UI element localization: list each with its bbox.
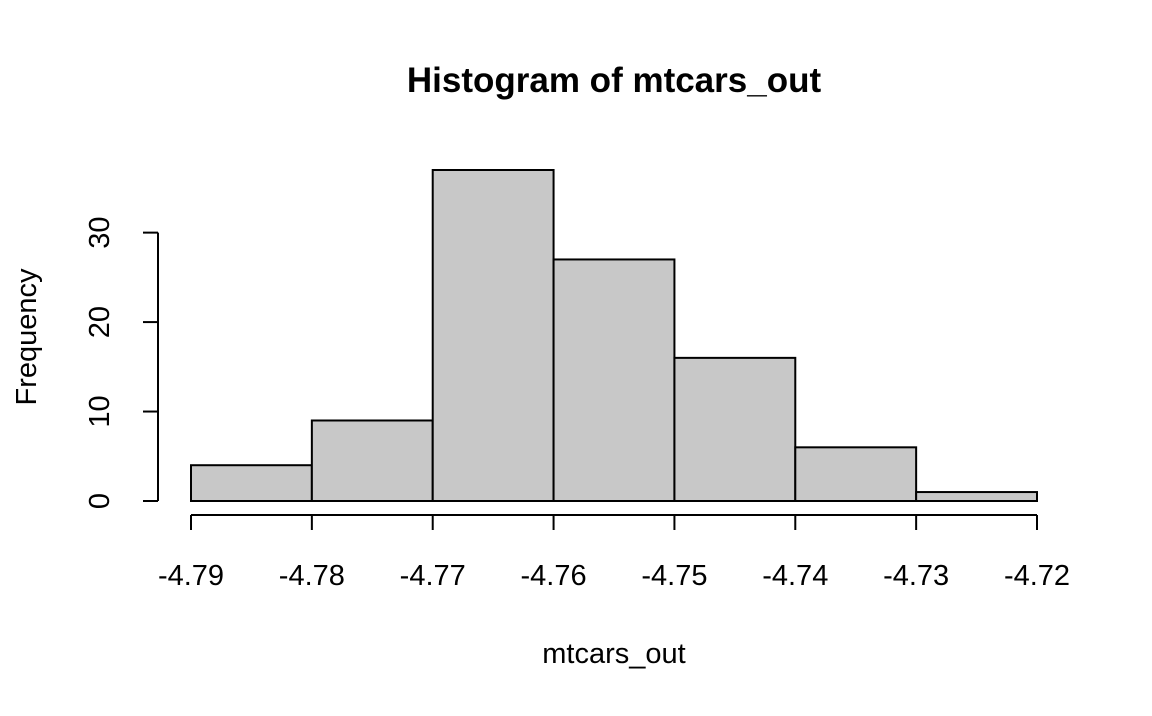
x-tick-label-8: -4.72 (1004, 560, 1070, 592)
y-tick-label-30: 30 (84, 216, 116, 248)
x-tick-label-4: -4.76 (521, 560, 587, 592)
y-tick-label-10: 10 (84, 395, 116, 427)
histogram-bar-3 (431, 169, 555, 502)
x-tick-label-2: -4.78 (279, 560, 345, 592)
y-axis-label: Frequency (11, 268, 43, 406)
y-tick-label-0: 0 (84, 493, 116, 509)
x-tick-label-5: -4.75 (641, 560, 707, 592)
x-tick-label-7: -4.73 (883, 560, 949, 592)
x-tick-label-3: -4.77 (400, 560, 466, 592)
bars-group (190, 169, 1039, 503)
x-tick-label-1: -4.79 (158, 560, 224, 592)
x-axis: -4.79 -4.78 -4.77 -4.76 -4.75 -4.74 -4.73 -4.72 (158, 514, 1070, 592)
histogram-bar-1 (190, 464, 313, 502)
y-axis: 0 10 20 30 (84, 216, 159, 509)
x-axis-label: mtcars_out (542, 638, 685, 670)
histogram-bar-5 (673, 356, 797, 502)
y-tick-label-20: 20 (84, 306, 116, 338)
chart-title: Histogram of mtcars_out (407, 61, 822, 100)
histogram-bar-4 (552, 258, 676, 503)
x-tick-label-6: -4.74 (762, 560, 828, 592)
histogram-bar-6 (794, 446, 918, 502)
histogram-bar-2 (310, 419, 434, 502)
histogram-bar-7 (915, 491, 1039, 502)
